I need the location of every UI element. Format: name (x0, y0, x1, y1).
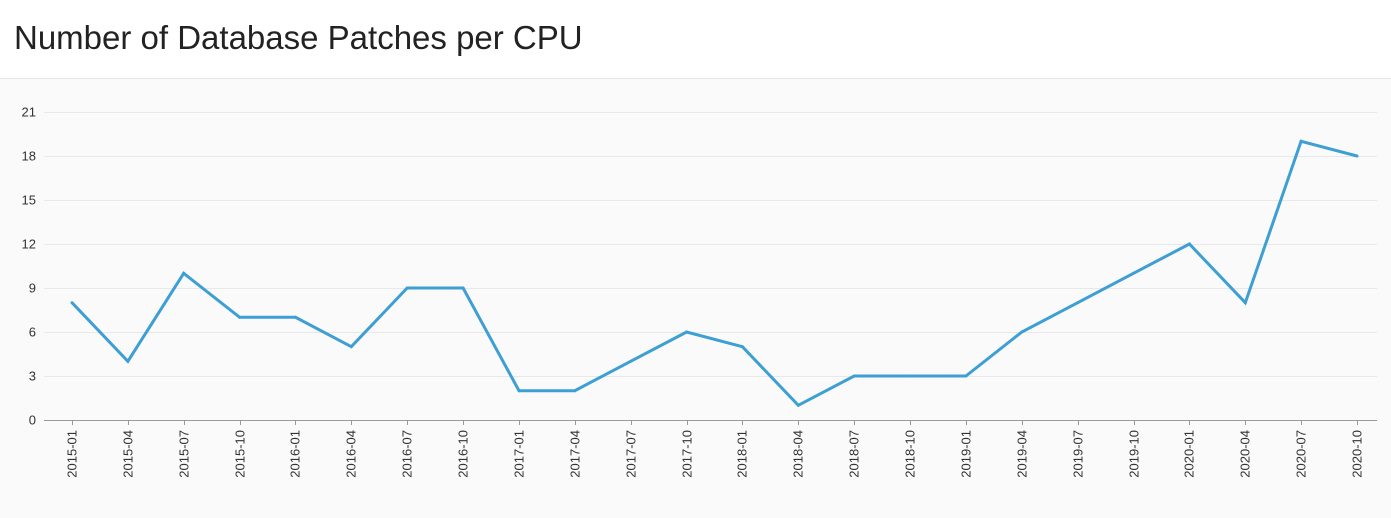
chart-panel: 0 3 6 9 12 15 18 21 2015-01 2015-04 2015-07 2015-1… (0, 79, 1391, 518)
x-tick-label: 2016-10 (456, 430, 471, 478)
x-tick-label: 2018-10 (903, 430, 918, 478)
x-tick-label: 2015-07 (177, 430, 192, 478)
data-point (685, 330, 689, 334)
y-axis-labels: 0 3 6 9 12 15 18 21 (22, 105, 36, 428)
x-tick-label: 2016-01 (288, 430, 303, 478)
x-tick-label: 2018-01 (735, 430, 750, 478)
x-tick-label: 2015-10 (233, 430, 248, 478)
data-point (573, 389, 577, 393)
y-tick-label: 6 (29, 325, 36, 340)
x-tick-label: 2018-07 (847, 430, 862, 478)
x-tick-label: 2020-10 (1350, 430, 1365, 478)
y-tick-label: 15 (22, 193, 36, 208)
data-point (740, 345, 744, 349)
y-tick-label: 18 (22, 149, 36, 164)
x-tick-label: 2019-01 (959, 430, 974, 478)
series-layer (70, 139, 1359, 408)
x-tick-label: 2017-04 (568, 430, 583, 478)
x-tick-label: 2015-01 (65, 430, 80, 478)
data-point (1299, 139, 1303, 143)
x-tick-label: 2020-07 (1294, 430, 1309, 478)
x-tick-label: 2018-04 (791, 430, 806, 478)
x-tick-label: 2017-10 (680, 430, 695, 478)
x-tick-label: 2019-07 (1071, 430, 1086, 478)
data-point (70, 301, 74, 305)
data-point (238, 315, 242, 319)
data-point (517, 389, 521, 393)
x-tick-label: 2020-01 (1182, 430, 1197, 478)
x-tick-label: 2019-04 (1015, 430, 1030, 478)
x-tick-label: 2016-04 (344, 430, 359, 478)
data-point (964, 374, 968, 378)
x-tick-label: 2020-04 (1238, 430, 1253, 478)
line-chart: 0 3 6 9 12 15 18 21 2015-01 2015-04 2015-07 2015-1… (22, 105, 1377, 478)
data-point (1076, 301, 1080, 305)
data-point (294, 315, 297, 319)
data-point (461, 286, 465, 290)
data-point (182, 271, 186, 275)
x-tick-label: 2017-07 (624, 430, 639, 478)
y-tick-label: 3 (29, 369, 36, 384)
data-point (796, 403, 800, 407)
data-point (1243, 301, 1247, 305)
data-point (349, 345, 353, 349)
y-tick-label: 12 (22, 237, 36, 252)
data-point (1132, 271, 1135, 275)
x-tick-label: 2015-04 (121, 430, 136, 478)
header: Number of Database Patches per CPU (0, 0, 1391, 79)
data-point (852, 374, 856, 378)
x-tick-label: 2017-01 (512, 430, 527, 478)
data-point (1020, 330, 1024, 334)
page-title: Number of Database Patches per CPU (14, 19, 583, 56)
y-tick-label: 21 (22, 105, 36, 120)
data-point (1355, 154, 1359, 158)
data-point (629, 359, 633, 363)
series-line (70, 139, 1358, 408)
x-tick-label: 2019-10 (1127, 430, 1142, 478)
x-tick-label: 2016-07 (400, 430, 415, 478)
data-point (1187, 242, 1191, 246)
y-tick-label: 0 (29, 413, 36, 428)
data-point (126, 359, 130, 363)
grid-layer (44, 112, 1377, 425)
x-axis-labels: 2015-01 2015-04 2015-07 2015-10 2016-01 2016-… (65, 430, 1365, 478)
data-point (908, 374, 912, 378)
data-point (405, 286, 409, 290)
y-tick-label: 9 (29, 281, 36, 296)
